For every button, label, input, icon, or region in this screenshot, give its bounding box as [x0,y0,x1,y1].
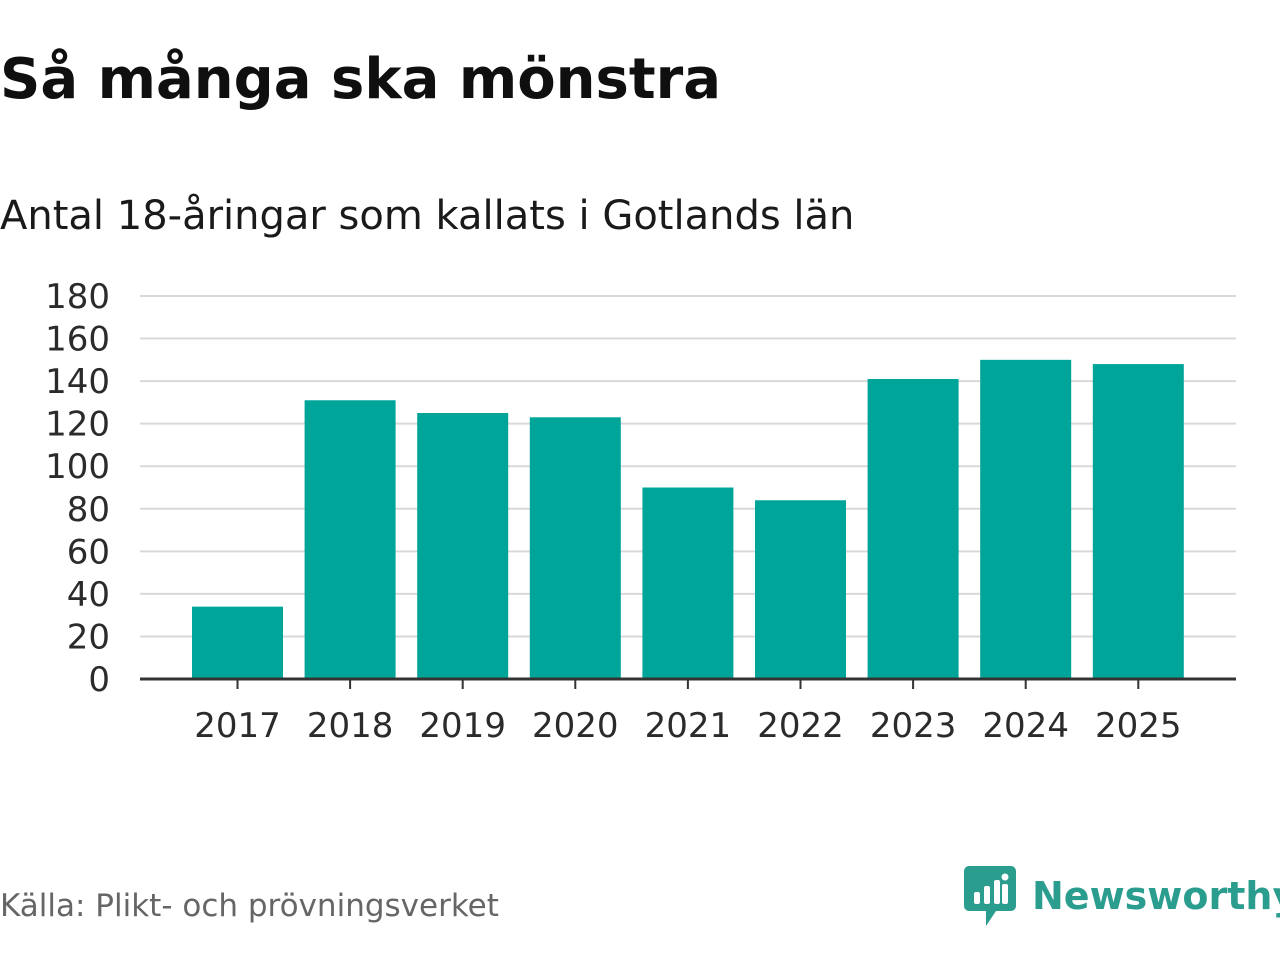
bar-2025 [1092,364,1184,679]
bar-2021 [642,487,734,679]
bar-2018 [304,400,396,679]
y-tick-label: 160 [45,320,110,360]
bar-2019 [417,413,509,679]
bars [192,359,1184,679]
newsworthy-logo-icon [964,866,1016,926]
x-tick-label: 2022 [757,706,844,746]
bar-2022 [755,500,846,679]
x-tick-label: 2020 [532,706,619,746]
x-tick-label: 2019 [419,706,506,746]
y-tick-label: 0 [88,660,110,700]
y-tick-label: 120 [45,405,110,445]
y-tick-label: 140 [45,362,110,402]
source-note: Källa: Plikt- och prövningsverket [0,888,499,924]
y-tick-label: 60 [67,532,110,572]
chart-title: Så många ska mönstra [0,47,722,112]
x-tick-label: 2017 [194,706,281,746]
x-tick-label: 2018 [307,706,394,746]
bar-2024 [980,359,1072,679]
x-tick-label: 2024 [982,706,1069,746]
y-tick-label: 100 [45,447,110,487]
bar-2020 [529,417,621,679]
y-tick-label: 40 [67,575,110,615]
x-tick-label: 2025 [1095,706,1182,746]
x-tick-label: 2021 [645,706,732,746]
x-axis-tick-labels: 2017 2018 2019 2020 2021 2022 2023 2024 2025 [194,706,1181,746]
bar-2017 [192,606,283,679]
bar-2023 [867,378,959,679]
newsworthy-logo: Newsworthy [964,864,1280,928]
x-tick-label: 2023 [870,706,957,746]
chart-subtitle: Antal 18-åringar som kallats i Gotlands … [0,193,855,239]
newsworthy-brand-name: Newsworthy [1032,874,1280,918]
y-tick-label: 80 [67,490,110,530]
y-tick-label: 20 [67,617,110,657]
y-tick-label: 180 [45,277,110,317]
x-axis [140,677,1236,689]
